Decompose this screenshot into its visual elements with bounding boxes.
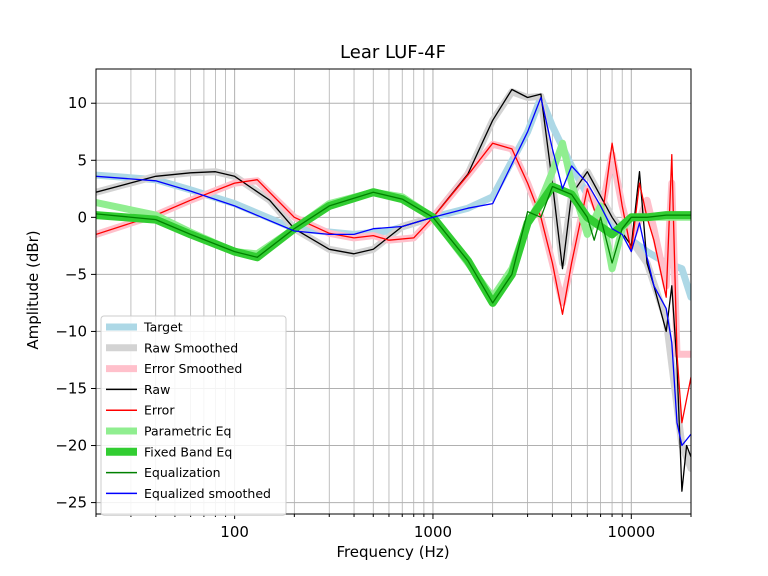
- legend-box: [100, 315, 287, 516]
- legend-label: Equalized smoothed: [144, 486, 271, 501]
- y-tick-label: −5: [65, 265, 87, 283]
- grid: [95, 69, 692, 514]
- legend: Target Raw Smoothed Error Smoothed Raw Error…: [100, 315, 287, 516]
- axes-frame: [95, 68, 692, 515]
- y-tick-label: 0: [77, 208, 87, 226]
- y-tick-label: −25: [55, 494, 87, 512]
- y-axis-label: Amplitude (dBr): [24, 230, 42, 349]
- legend-label: Error Smoothed: [144, 361, 242, 376]
- chart-title: Lear LUF-4F: [340, 42, 446, 63]
- y-tick-label: −15: [55, 379, 87, 397]
- x-tick-label: 10000: [607, 523, 655, 541]
- x-tick-label: 100: [220, 523, 249, 541]
- legend-label: Raw: [144, 382, 170, 397]
- legend-label: Raw Smoothed: [144, 340, 238, 355]
- legend-label: Error: [144, 403, 175, 418]
- series-line-equalization: [96, 185, 691, 304]
- x-tick-label: 1000: [414, 523, 452, 541]
- legend-label: Parametric Eq: [144, 424, 232, 439]
- ticks: 100 1000 10000 −25 −20 −15 −10 −5 0 5 10: [55, 94, 692, 541]
- legend-label: Target: [143, 320, 183, 335]
- legend-label: Fixed Band Eq: [144, 444, 232, 459]
- y-tick-label: −20: [55, 437, 87, 455]
- series-line-raw: [96, 88, 691, 492]
- x-axis-label: Frequency (Hz): [336, 543, 449, 561]
- y-tick-label: 5: [77, 151, 87, 169]
- series-line-equalized-smoothed: [96, 96, 691, 447]
- series-group: [96, 88, 691, 492]
- legend-label: Equalization: [144, 465, 221, 480]
- y-tick-label: 10: [68, 94, 87, 112]
- y-tick-label: −10: [55, 322, 87, 340]
